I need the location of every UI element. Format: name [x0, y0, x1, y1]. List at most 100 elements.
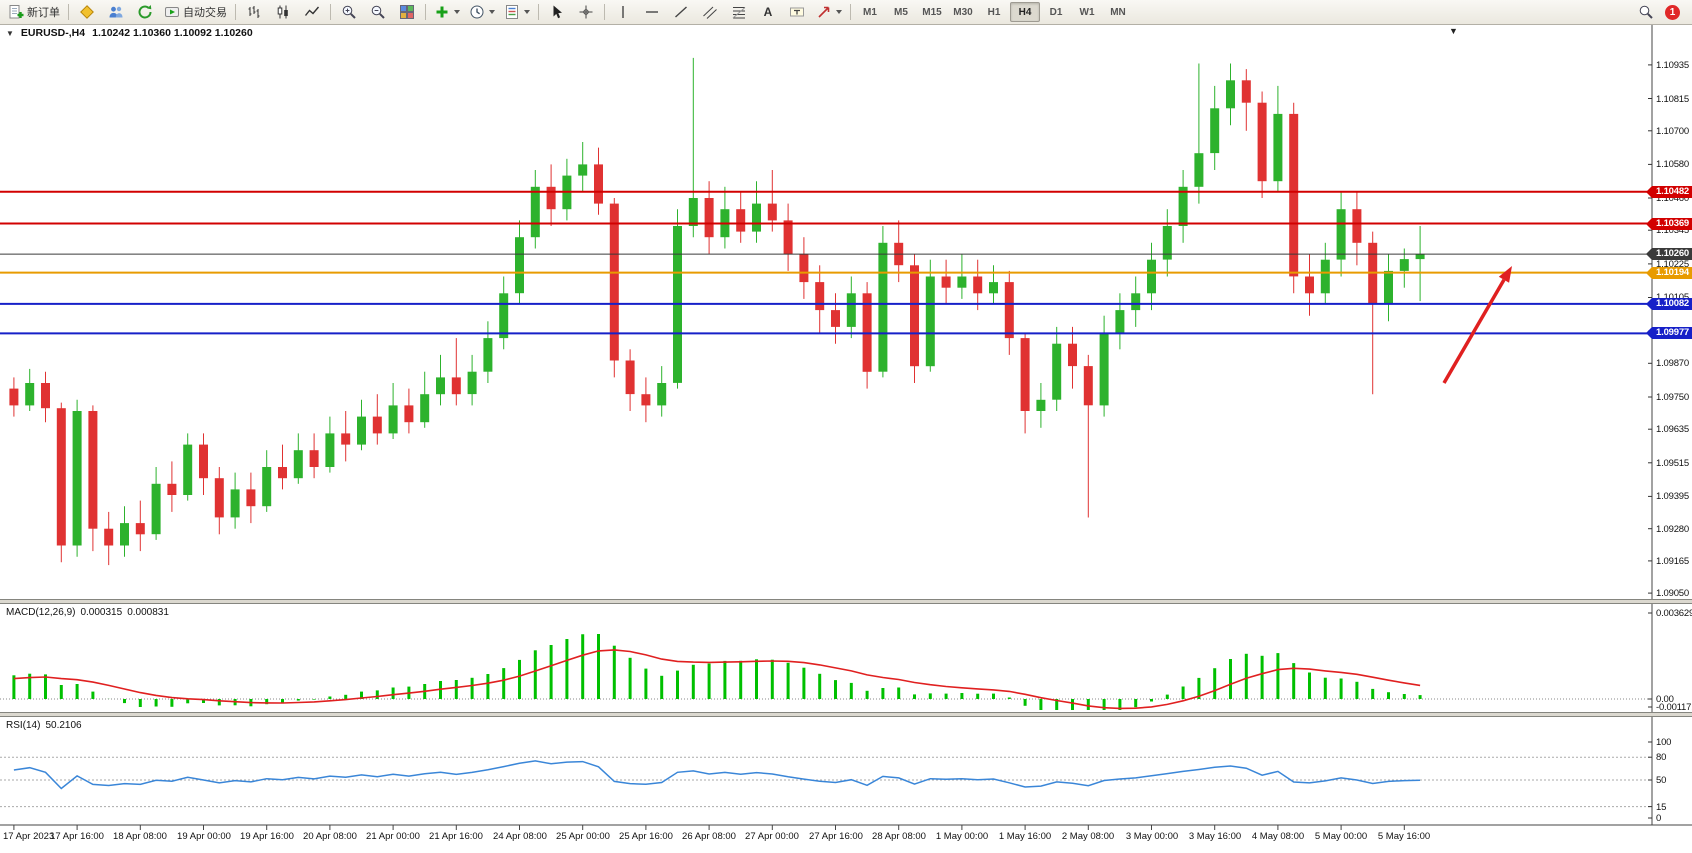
price-axis-tick: 1.10700: [1656, 126, 1689, 137]
toolbar-separator: [604, 4, 605, 20]
search-button[interactable]: [1632, 1, 1660, 23]
vertical-line-button[interactable]: [609, 1, 637, 23]
price-axis-tick: 1.10815: [1656, 94, 1689, 105]
text-label-icon: [789, 4, 805, 20]
candlestick-chart-icon: [275, 4, 288, 20]
symbol-info: ▼ EURUSD-,H4 1.10242 1.10360 1.10092 1.1…: [6, 27, 253, 39]
zoom-in-icon: [341, 4, 357, 20]
template-icon: [504, 4, 520, 20]
zoom-out-button[interactable]: [364, 1, 392, 23]
panel-separator[interactable]: [0, 599, 1692, 604]
time-axis-label: 2 May 08:00: [1061, 831, 1115, 842]
chart-menu-icon[interactable]: ▼: [1449, 26, 1458, 36]
tab-timeframe-m5[interactable]: M5: [894, 6, 908, 18]
tab-timeframe-d1[interactable]: D1: [1049, 6, 1063, 18]
time-axis-label: 18 Apr 08:00: [113, 831, 167, 842]
time-axis-label: 1 May 16:00: [998, 831, 1052, 842]
price-axis-tick: 1.09515: [1656, 458, 1689, 469]
time-axis-label: 19 Apr 16:00: [240, 831, 294, 842]
channel-icon: [702, 4, 718, 20]
navigator-button[interactable]: [102, 1, 130, 23]
channel-button[interactable]: [696, 1, 724, 23]
horizontal-line-button[interactable]: [638, 1, 666, 23]
crosshair-button[interactable]: [572, 1, 600, 23]
time-axis-label: 21 Apr 00:00: [366, 831, 420, 842]
panel-separator[interactable]: [0, 712, 1692, 717]
text-tool-icon: A: [763, 5, 773, 19]
toolbar: 新订单 自动交易: [0, 0, 1692, 25]
text-tool-button[interactable]: A: [754, 1, 782, 23]
tile-windows-button[interactable]: [393, 1, 421, 23]
metaeditor-button[interactable]: [73, 1, 101, 23]
notification-badge[interactable]: 1: [1665, 4, 1680, 20]
tab-timeframe-m30[interactable]: M30: [953, 6, 973, 18]
price-tag: 1.10082: [1646, 298, 1692, 310]
price-tag: 1.09977: [1646, 327, 1692, 339]
macd-axis-tick: 0.003629: [1656, 608, 1692, 619]
time-axis-label: 5 May 00:00: [1314, 831, 1368, 842]
macd-signal-line: [13, 649, 1421, 710]
cursor-button[interactable]: [543, 1, 571, 23]
crosshair-icon: [578, 4, 594, 20]
rsi-axis-tick: 15: [1656, 802, 1667, 813]
new-order-button[interactable]: 新订单: [4, 1, 64, 23]
tab-timeframe-m15[interactable]: M15: [922, 6, 942, 18]
price-tag: 1.10369: [1646, 218, 1692, 230]
rsi-axis-tick: 80: [1656, 752, 1667, 763]
autotrading-button[interactable]: 自动交易: [160, 1, 231, 23]
time-axis-label: 17 Apr 16:00: [50, 831, 104, 842]
templates-button[interactable]: [500, 1, 534, 23]
time-axis-label: 27 Apr 00:00: [745, 831, 799, 842]
clock-icon: [469, 4, 485, 20]
price-axis-tick: 1.10460: [1656, 193, 1689, 204]
price-axis-tick: 1.09750: [1656, 392, 1689, 403]
tab-timeframe-mn[interactable]: MN: [1110, 6, 1126, 18]
indicators-button[interactable]: [430, 1, 464, 23]
toolbar-separator: [850, 4, 851, 20]
trend-arrow-annotation[interactable]: [1442, 266, 1512, 384]
price-axis-tick: 1.09280: [1656, 524, 1689, 535]
fibonacci-button[interactable]: [725, 1, 753, 23]
refresh-icon: [137, 5, 153, 20]
arrows-tool-button[interactable]: [812, 1, 846, 23]
tab-timeframe-h4[interactable]: H4: [1010, 2, 1040, 22]
time-axis-label: 25 Apr 16:00: [619, 831, 673, 842]
price-axis-tick: 1.10225: [1656, 259, 1689, 270]
line-chart-button[interactable]: [298, 1, 326, 23]
tab-timeframe-m1[interactable]: M1: [863, 6, 877, 18]
toolbar-separator: [68, 4, 69, 20]
rsi-axis-tick: 50: [1656, 775, 1667, 786]
price-axis-tick: 1.09635: [1656, 424, 1689, 435]
time-axis-label: 27 Apr 16:00: [809, 831, 863, 842]
time-axis-label: 28 Apr 08:00: [872, 831, 926, 842]
price-axis-tick: 1.10935: [1656, 60, 1689, 71]
bar-chart-button[interactable]: [240, 1, 268, 23]
tab-timeframe-h1[interactable]: H1: [987, 6, 1001, 18]
price-tag: 1.10260: [1646, 248, 1692, 260]
time-axis-label: 20 Apr 08:00: [303, 831, 357, 842]
time-axis-label: 19 Apr 00:00: [177, 831, 231, 842]
chevron-down-icon: [454, 10, 460, 14]
trendline-icon: [673, 4, 689, 20]
trendline-button[interactable]: [667, 1, 695, 23]
time-axis-label: 17 Apr 2023: [3, 831, 55, 842]
zoom-in-button[interactable]: [335, 1, 363, 23]
timeframe-group: M1 M5 M15 M30 H1 H4 D1 W1 MN: [855, 2, 1133, 22]
symbol-period-label: EURUSD-,H4: [20, 27, 86, 39]
price-axis-tick: 1.10105: [1656, 292, 1689, 303]
refresh-button[interactable]: [131, 1, 159, 23]
periods-button[interactable]: [465, 1, 499, 23]
one-click-trading-toggle-icon[interactable]: ▼: [6, 28, 14, 38]
candles: [9, 57, 1425, 566]
toolbar-separator: [538, 4, 539, 20]
candlestick-chart-button[interactable]: [269, 1, 297, 23]
text-label-button[interactable]: [783, 1, 811, 23]
tab-timeframe-w1[interactable]: W1: [1079, 6, 1095, 18]
price-axis-tick: 1.10580: [1656, 159, 1689, 170]
macd-axis-tick: 0.00: [1656, 694, 1674, 705]
bar-chart-icon: [246, 4, 262, 20]
time-axis-label: 3 May 16:00: [1188, 831, 1242, 842]
